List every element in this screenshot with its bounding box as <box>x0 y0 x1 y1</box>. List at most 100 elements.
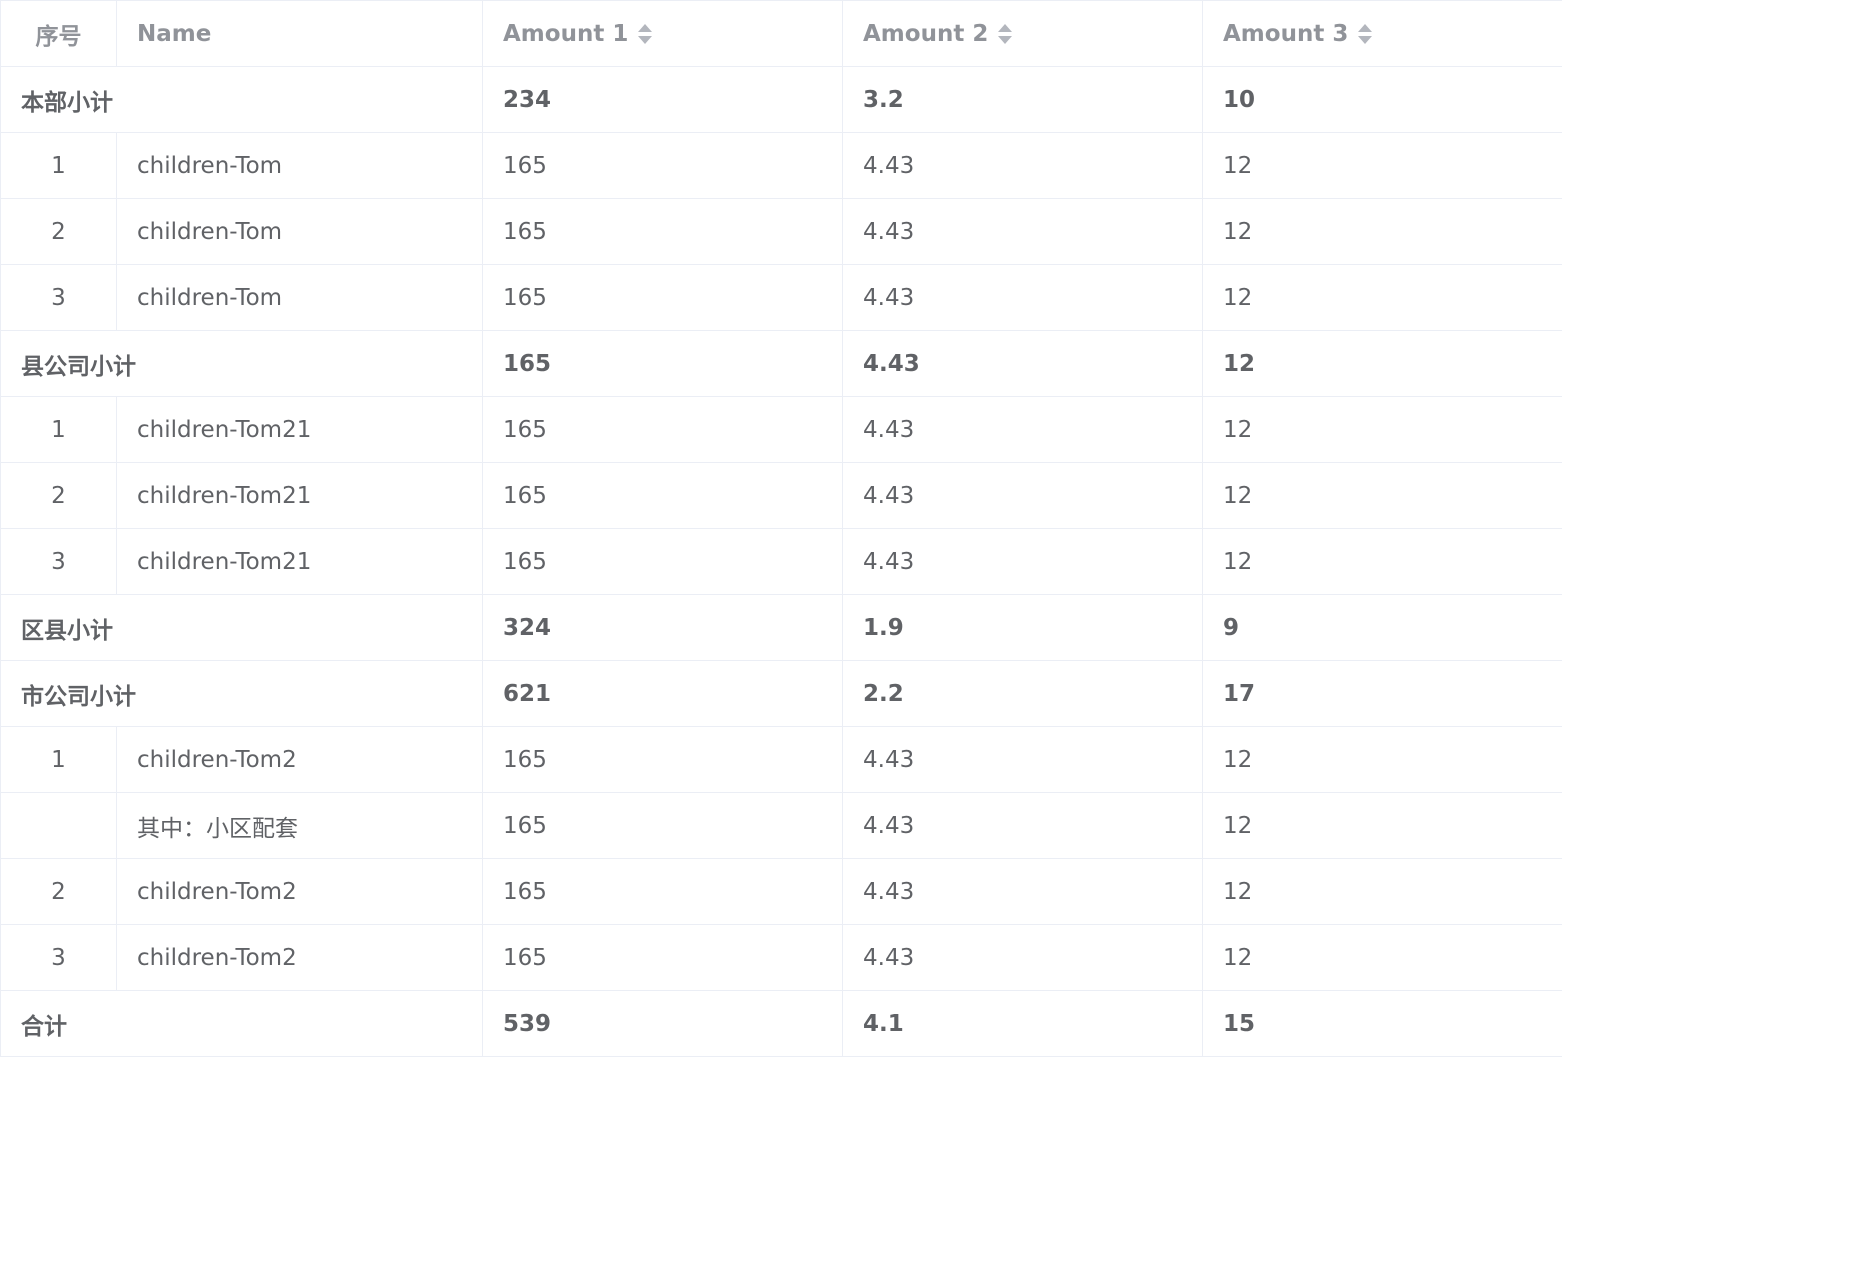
cell-amount3: 17 <box>1202 660 1562 727</box>
cell-amount2: 4.43 <box>842 396 1203 463</box>
row-name-cell: children-Tom <box>116 132 483 199</box>
subtotal-label-cell: 合计 <box>0 990 483 1057</box>
subtotal-label-cell: 本部小计 <box>0 66 483 133</box>
table-row: 其中：小区配套 165 4.43 12 <box>0 792 1562 859</box>
table-row: 1 children-Tom2 165 4.43 12 <box>0 726 1562 793</box>
cell-amount1: 165 <box>482 924 843 991</box>
table-body: 本部小计 234 3.2 10 1 children-Tom 165 4.43 12 2 child… <box>0 66 1562 1057</box>
column-header-amount2[interactable]: Amount 2 <box>842 0 1203 67</box>
row-index-cell: 3 <box>0 528 117 595</box>
row-index-cell: 3 <box>0 264 117 331</box>
cell-amount3: 12 <box>1202 330 1562 397</box>
cell-amount2: 4.43 <box>842 462 1203 529</box>
sort-caret-icon[interactable] <box>998 23 1013 44</box>
column-header-amount1-label: Amount 1 <box>503 20 629 47</box>
cell-amount3: 12 <box>1202 198 1562 265</box>
cell-amount1: 165 <box>482 462 843 529</box>
row-name-cell: children-Tom <box>116 198 483 265</box>
cell-amount1: 165 <box>482 396 843 463</box>
cell-amount1: 165 <box>482 792 843 859</box>
row-name-cell: children-Tom <box>116 264 483 331</box>
subtotal-label-cell: 市公司小计 <box>0 660 483 727</box>
row-index-cell: 1 <box>0 396 117 463</box>
cell-amount2: 4.43 <box>842 264 1203 331</box>
subtotal-row: 市公司小计 621 2.2 17 <box>0 660 1562 727</box>
table-row: 3 children-Tom2 165 4.43 12 <box>0 924 1562 991</box>
cell-amount2: 4.43 <box>842 198 1203 265</box>
cell-amount1: 165 <box>482 858 843 925</box>
sort-ascending-icon[interactable] <box>638 23 653 32</box>
cell-amount3: 12 <box>1202 858 1562 925</box>
table-row: 1 children-Tom21 165 4.43 12 <box>0 396 1562 463</box>
row-index-cell: 1 <box>0 726 117 793</box>
row-index-cell: 3 <box>0 924 117 991</box>
column-header-amount3[interactable]: Amount 3 <box>1202 0 1562 67</box>
row-name-cell: 其中：小区配套 <box>116 792 483 859</box>
table-row: 2 children-Tom2 165 4.43 12 <box>0 858 1562 925</box>
sort-descending-icon[interactable] <box>998 35 1013 44</box>
row-name-cell: children-Tom2 <box>116 726 483 793</box>
subtotal-row: 区县小计 324 1.9 9 <box>0 594 1562 661</box>
row-index-cell: 2 <box>0 198 117 265</box>
row-name-cell: children-Tom21 <box>116 396 483 463</box>
cell-amount2: 4.43 <box>842 726 1203 793</box>
row-index-cell: 2 <box>0 462 117 529</box>
row-name-cell: children-Tom21 <box>116 528 483 595</box>
row-index-cell <box>0 792 117 859</box>
cell-amount2: 1.9 <box>842 594 1203 661</box>
cell-amount1: 234 <box>482 66 843 133</box>
cell-amount2: 4.1 <box>842 990 1203 1057</box>
cell-amount1: 621 <box>482 660 843 727</box>
sort-ascending-icon[interactable] <box>998 23 1013 32</box>
cell-amount3: 9 <box>1202 594 1562 661</box>
cell-amount2: 4.43 <box>842 792 1203 859</box>
column-header-name-label: Name <box>137 20 212 47</box>
column-header-name: Name <box>116 0 483 67</box>
cell-amount1: 165 <box>482 132 843 199</box>
table-row: 3 children-Tom21 165 4.43 12 <box>0 528 1562 595</box>
sort-ascending-icon[interactable] <box>1358 23 1373 32</box>
cell-amount1: 324 <box>482 594 843 661</box>
row-name-cell: children-Tom2 <box>116 924 483 991</box>
table-row: 1 children-Tom 165 4.43 12 <box>0 132 1562 199</box>
subtotal-row: 合计 539 4.1 15 <box>0 990 1562 1057</box>
cell-amount2: 4.43 <box>842 330 1203 397</box>
table-row: 2 children-Tom 165 4.43 12 <box>0 198 1562 265</box>
column-header-amount3-label: Amount 3 <box>1223 20 1349 47</box>
cell-amount1: 165 <box>482 528 843 595</box>
cell-amount2: 4.43 <box>842 528 1203 595</box>
cell-amount3: 15 <box>1202 990 1562 1057</box>
column-header-amount1[interactable]: Amount 1 <box>482 0 843 67</box>
cell-amount3: 12 <box>1202 396 1562 463</box>
cell-amount2: 4.43 <box>842 858 1203 925</box>
column-header-index: 序号 <box>0 0 117 67</box>
header-row: 序号 Name Amount 1 Amount 2 Amount 3 <box>0 0 1562 67</box>
cell-amount3: 12 <box>1202 462 1562 529</box>
data-table: 序号 Name Amount 1 Amount 2 Amount 3 本部小计 2… <box>0 0 1562 1057</box>
cell-amount3: 12 <box>1202 132 1562 199</box>
subtotal-row: 县公司小计 165 4.43 12 <box>0 330 1562 397</box>
cell-amount1: 539 <box>482 990 843 1057</box>
subtotal-label-cell: 区县小计 <box>0 594 483 661</box>
row-index-cell: 1 <box>0 132 117 199</box>
sort-caret-icon[interactable] <box>638 23 653 44</box>
data-table-container: 序号 Name Amount 1 Amount 2 Amount 3 本部小计 2… <box>0 0 1562 1057</box>
row-name-cell: children-Tom21 <box>116 462 483 529</box>
cell-amount2: 2.2 <box>842 660 1203 727</box>
row-index-cell: 2 <box>0 858 117 925</box>
cell-amount1: 165 <box>482 726 843 793</box>
cell-amount1: 165 <box>482 198 843 265</box>
sort-descending-icon[interactable] <box>638 35 653 44</box>
cell-amount3: 12 <box>1202 924 1562 991</box>
cell-amount3: 12 <box>1202 528 1562 595</box>
row-name-cell: children-Tom2 <box>116 858 483 925</box>
cell-amount1: 165 <box>482 264 843 331</box>
cell-amount1: 165 <box>482 330 843 397</box>
subtotal-label-cell: 县公司小计 <box>0 330 483 397</box>
cell-amount2: 4.43 <box>842 924 1203 991</box>
sort-descending-icon[interactable] <box>1358 35 1373 44</box>
column-header-amount2-label: Amount 2 <box>863 20 989 47</box>
cell-amount3: 12 <box>1202 264 1562 331</box>
cell-amount3: 12 <box>1202 792 1562 859</box>
sort-caret-icon[interactable] <box>1358 23 1373 44</box>
